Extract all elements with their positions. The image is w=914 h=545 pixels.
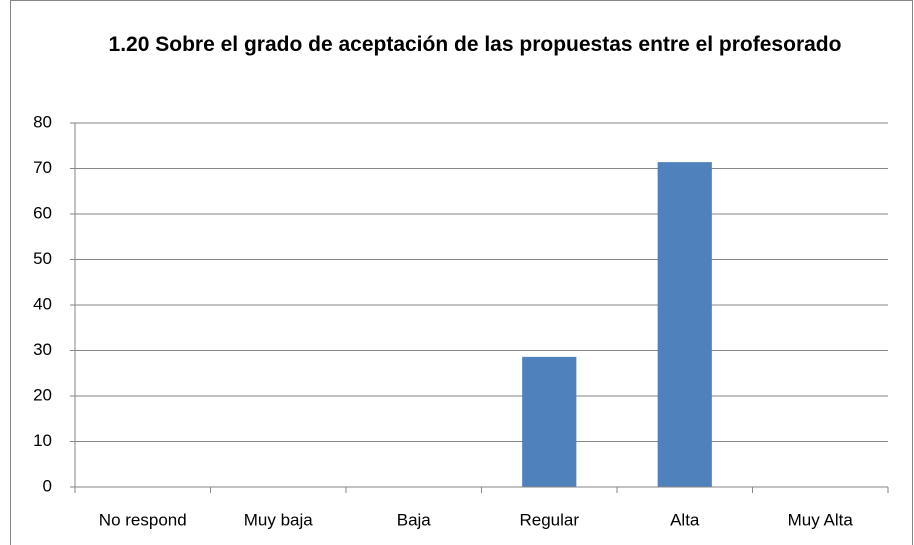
y-tick-label: 20 <box>33 385 52 404</box>
chart-frame <box>10 0 913 545</box>
y-tick-label: 30 <box>33 340 52 359</box>
y-tick-label: 10 <box>33 431 52 450</box>
y-tick-label: 70 <box>33 158 52 177</box>
chart-title: 1.20 Sobre el grado de aceptación de las… <box>108 33 842 56</box>
x-tick-label: No respond <box>99 510 187 529</box>
x-tick-label: Alta <box>670 510 700 529</box>
bar <box>522 356 577 487</box>
y-tick-label: 0 <box>43 476 52 495</box>
x-tick-label: Muy Alta <box>788 510 854 529</box>
y-tick-label: 50 <box>33 249 52 268</box>
x-tick-label: Muy baja <box>244 510 314 529</box>
x-tick-label: Baja <box>397 510 432 529</box>
y-tick-label: 80 <box>33 112 52 131</box>
x-tick-label: Regular <box>519 510 579 529</box>
y-tick-label: 60 <box>33 203 52 222</box>
y-tick-label: 40 <box>33 294 52 313</box>
bar <box>657 162 712 487</box>
